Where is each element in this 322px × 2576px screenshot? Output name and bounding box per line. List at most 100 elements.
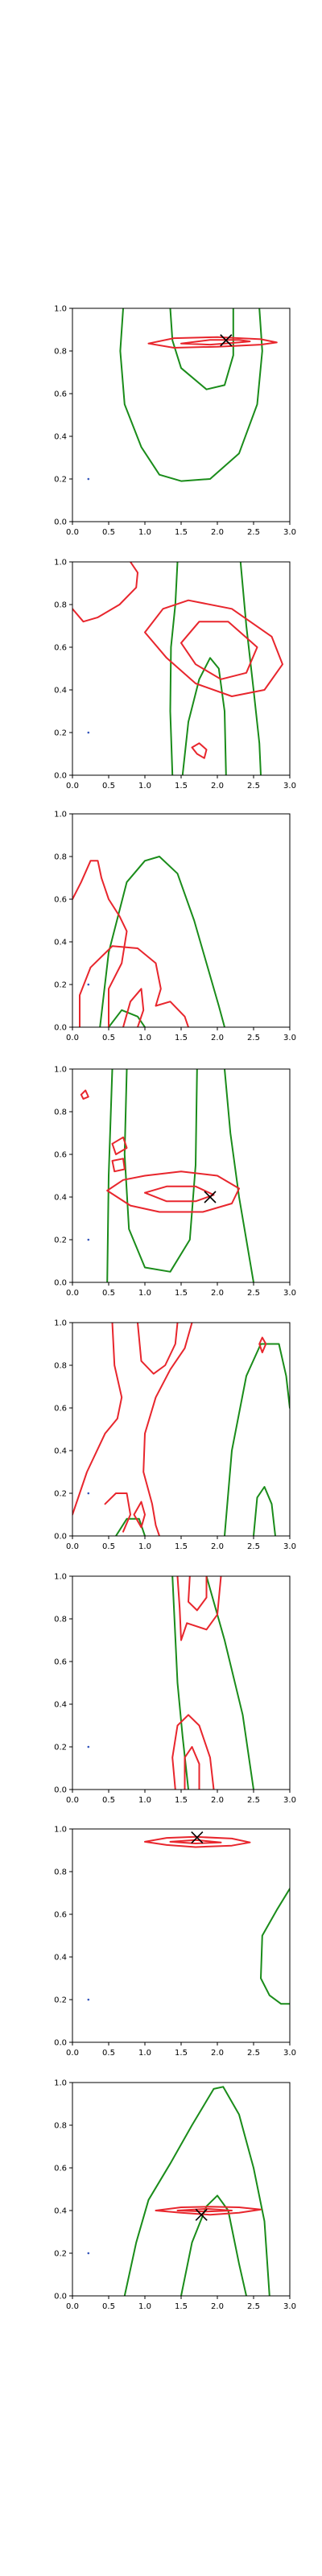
plot-area (87, 2086, 270, 2296)
green-contour-1 (260, 1888, 290, 2005)
x-tick-label: 1.5 (175, 528, 188, 537)
x-tick-label: 3.0 (283, 2049, 296, 2058)
plot-area (87, 1576, 254, 1790)
green-contour-2 (180, 2194, 247, 2296)
x-tick-label: 1.5 (175, 1796, 188, 1805)
x-tick-label: 2.0 (211, 1289, 224, 1298)
axes-frame (72, 813, 291, 1028)
y-tick-label: 1.0 (54, 1826, 67, 1835)
x-tick-label: 2.0 (211, 528, 224, 537)
y-tick-label: 0.8 (54, 348, 67, 357)
red-contour-3 (171, 1714, 215, 1790)
x-tick-label: 1.0 (138, 782, 151, 791)
data-point (87, 1745, 90, 1748)
y-tick-label: 0.8 (54, 1362, 67, 1371)
data-point (87, 731, 90, 734)
x-tick-label: 3.0 (283, 1289, 296, 1298)
y-tick-label: 0.2 (54, 1490, 67, 1499)
x-tick-label: 0.5 (102, 1289, 115, 1298)
x-tick-label: 2.0 (211, 1796, 224, 1805)
red-contour-6 (258, 1336, 267, 1354)
x-tick-label: 1.5 (175, 1289, 188, 1298)
data-point (87, 1238, 90, 1241)
axes-frame (72, 561, 291, 776)
chart-7: 0.0 0.5 1.0 1.5 2.0 2.5 3.0 0.0 0.2 0.4 0.6 0.8 1.0 (54, 1826, 296, 2058)
x-tick-label: 1.0 (138, 1289, 151, 1298)
y-tick-label: 0.6 (54, 1151, 67, 1160)
green-contour-2 (169, 308, 234, 390)
y-tick-label: 0.6 (54, 896, 67, 905)
green-contour-3 (224, 1069, 254, 1282)
red-contour-1 (176, 1576, 222, 1641)
red-contour-5 (133, 1501, 146, 1529)
red-contour-2 (180, 339, 251, 346)
x-tick-label: 0.0 (66, 1289, 79, 1298)
red-contour-3 (180, 621, 258, 680)
green-contour-2 (253, 1486, 276, 1536)
y-tick-label: 1.0 (54, 2079, 67, 2088)
x-tick-label: 1.0 (138, 2049, 151, 2058)
y-tick-label: 0.6 (54, 644, 67, 653)
y-tick-label: 0.0 (54, 1786, 67, 1795)
y-tick-label: 0.0 (54, 1279, 67, 1288)
axes-frame (72, 1575, 291, 1790)
y-tick-label: 0.0 (54, 1024, 67, 1033)
x-tick-label: 1.5 (175, 2049, 188, 2058)
y-tick-label: 0.4 (54, 433, 67, 442)
x-tick-label: 1.0 (138, 1542, 151, 1551)
x-tick-label: 3.0 (283, 1034, 296, 1042)
y-tick-label: 0.0 (54, 772, 67, 781)
x-tick-label: 2.0 (211, 2049, 224, 2058)
x-tick-label: 3.0 (283, 2302, 296, 2311)
y-tick-label: 1.0 (54, 1573, 67, 1582)
x-tick-label: 3.0 (283, 1796, 296, 1805)
x-tick-label: 2.0 (211, 2302, 224, 2311)
red-contour-2 (144, 1185, 215, 1203)
data-point (87, 1492, 90, 1495)
x-tick-label: 3.0 (283, 782, 296, 791)
x-tick-label: 0.0 (66, 782, 79, 791)
chart-1: 0.0 0.5 1.0 1.5 2.0 2.5 3.0 0.0 0.2 0.4 0.6 0.8 1.0 (54, 305, 296, 538)
y-tick-label: 0.0 (54, 518, 67, 527)
x-tick-label: 0.0 (66, 528, 79, 537)
axes-frame (72, 308, 291, 522)
y-tick-label: 0.0 (54, 2293, 67, 2301)
y-tick-label: 0.6 (54, 1911, 67, 1920)
x-marker (220, 334, 233, 347)
x-tick-label: 1.5 (175, 1542, 188, 1551)
x-tick-label: 1.0 (138, 2302, 151, 2311)
x-tick-label: 2.5 (247, 782, 260, 791)
y-tick-label: 0.4 (54, 1194, 67, 1203)
y-tick-label: 0.6 (54, 1405, 67, 1414)
x-tick-label: 0.0 (66, 1034, 79, 1042)
data-point (87, 2252, 90, 2255)
red-contour-4 (184, 1746, 200, 1790)
x-tick-label: 1.0 (138, 528, 151, 537)
x-tick-label: 0.5 (102, 528, 115, 537)
y-tick-label: 0.8 (54, 2122, 67, 2131)
x-tick-label: 2.5 (247, 2302, 260, 2311)
red-contour-2 (169, 1839, 222, 1844)
green-contour-2 (239, 562, 262, 775)
x-marker (204, 1191, 217, 1203)
x-tick-label: 0.5 (102, 1542, 115, 1551)
red-contour-3 (142, 1323, 193, 1536)
x-tick-label: 0.0 (66, 2302, 79, 2311)
green-contour-3 (181, 657, 227, 775)
x-tick-label: 0.5 (102, 1034, 115, 1042)
x-tick-label: 2.0 (211, 1542, 224, 1551)
y-tick-label: 0.6 (54, 1658, 67, 1667)
red-contour-1 (155, 2206, 262, 2216)
red-contour-3 (122, 988, 145, 1027)
x-tick-label: 2.5 (247, 1034, 260, 1042)
y-tick-label: 0.2 (54, 1236, 67, 1245)
green-contour-2 (205, 1576, 254, 1790)
x-tick-label: 1.0 (138, 1034, 151, 1042)
red-contour-1 (72, 562, 138, 623)
x-marker (191, 1831, 204, 1844)
y-tick-label: 0.2 (54, 1744, 67, 1752)
y-tick-label: 1.0 (54, 305, 67, 314)
red-contour-1 (106, 1170, 240, 1213)
x-tick-label: 0.0 (66, 1542, 79, 1551)
red-contour-1 (72, 1323, 123, 1516)
